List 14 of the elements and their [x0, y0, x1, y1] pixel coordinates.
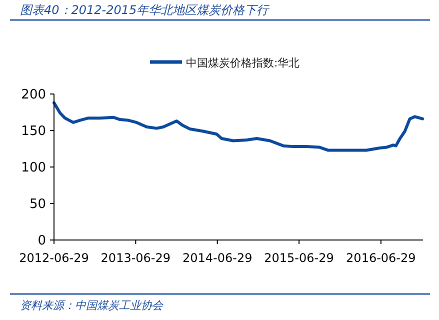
- x-tick-label: 2014-06-29: [182, 251, 252, 265]
- x-tick-label: 2015-06-29: [264, 251, 334, 265]
- y-tick-label: 0: [38, 234, 46, 248]
- text: 资料来源：中国煤炭工业协会: [20, 299, 164, 312]
- y-tick-label: 200: [21, 88, 46, 102]
- y-tick-label: 150: [21, 124, 46, 139]
- x-tick-label: 2012-06-29: [19, 251, 89, 265]
- x-tick-label: 2016-06-29: [346, 251, 416, 265]
- y-tick-label: 100: [21, 160, 46, 176]
- y-tick-label: 50: [29, 197, 46, 212]
- line-series: [52, 101, 424, 152]
- legend-label: 中国煤炭价格指数:华北: [186, 56, 300, 70]
- x-tick-label: 2013-06-29: [100, 251, 171, 265]
- chart-title: 图表40：2012-2015年华北地区煤炭价格下行: [20, 3, 271, 17]
